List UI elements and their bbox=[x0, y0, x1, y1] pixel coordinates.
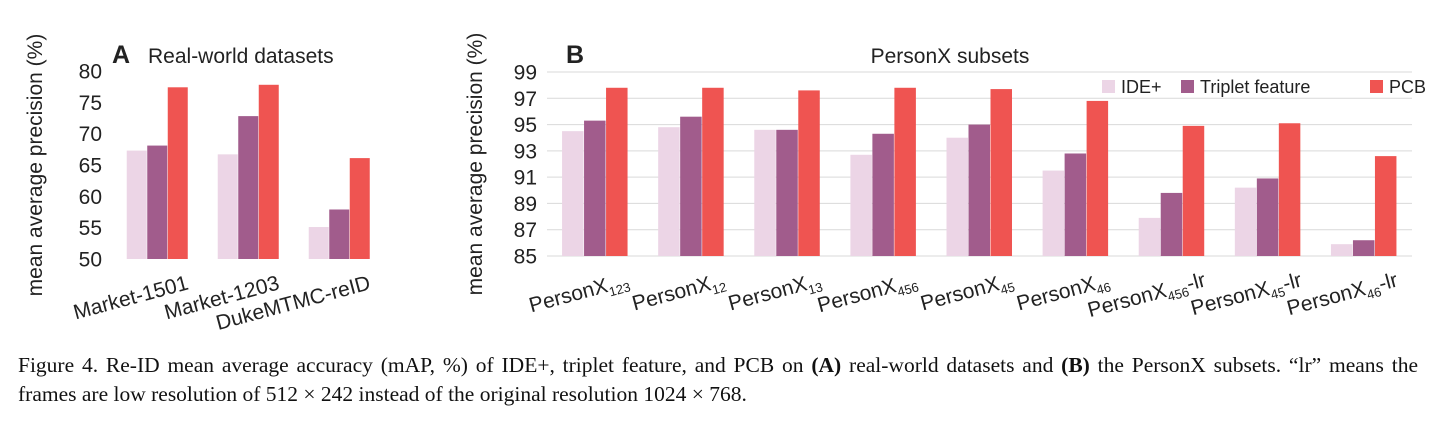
y-axis-label: mean average precision (%) bbox=[24, 34, 47, 297]
bar-triplet-feature-personx123 bbox=[584, 120, 606, 256]
x-tick-label-subscript: 46 bbox=[1365, 284, 1383, 302]
y-tick-label-60: 60 bbox=[79, 186, 102, 209]
y-tick-label-97: 97 bbox=[514, 88, 537, 111]
x-tick-label-personx456: PersonX456 bbox=[815, 269, 920, 321]
x-tick-label-suffix: -lr bbox=[1280, 269, 1304, 296]
legend-swatch-triplet-feature bbox=[1181, 80, 1194, 93]
bar-triplet-feature-market-1501 bbox=[147, 145, 168, 259]
bar-ide-personx13 bbox=[754, 129, 776, 256]
y-tick-label-87: 87 bbox=[514, 219, 537, 242]
legend-label-triplet-feature: Triplet feature bbox=[1200, 77, 1310, 97]
x-tick-label-personx46-lr: PersonX46-lr bbox=[1284, 269, 1401, 324]
y-tick-label-95: 95 bbox=[514, 114, 537, 137]
x-tick-label-base: PersonX bbox=[527, 274, 611, 317]
bar-ide-personx12 bbox=[658, 127, 680, 256]
x-tick-label-suffix: -lr bbox=[1376, 269, 1400, 296]
bar-pcb-market-1501 bbox=[167, 87, 188, 259]
y-axis-label: mean average precision (%) bbox=[464, 33, 487, 296]
y-tick-label-93: 93 bbox=[514, 140, 537, 163]
x-tick-label-personx12: PersonX12 bbox=[630, 269, 729, 319]
y-tick-label-99: 99 bbox=[514, 62, 537, 85]
y-tick-label-91: 91 bbox=[514, 167, 537, 190]
bar-pcb-dukemtmc-reid bbox=[349, 158, 370, 259]
bar-pcb-personx456-lr bbox=[1182, 125, 1205, 256]
caption-rest: the PersonX subsets. “lr” means the fram… bbox=[18, 353, 1418, 406]
x-tick-label-personx13: PersonX13 bbox=[726, 269, 825, 319]
x-tick-label-subscript: 123 bbox=[607, 279, 632, 299]
x-tick-label-subscript: 12 bbox=[710, 279, 728, 297]
x-tick-label-subscript: 456 bbox=[1166, 284, 1191, 304]
bar-triplet-feature-dukemtmc-reid bbox=[329, 209, 350, 259]
bar-ide-market-1203 bbox=[217, 154, 238, 259]
x-tick-label-suffix: -lr bbox=[1184, 269, 1208, 296]
caption-bold-b: (B) bbox=[1061, 353, 1090, 377]
x-tick-label-personx45: PersonX45 bbox=[918, 269, 1017, 319]
bar-triplet-feature-market-1203 bbox=[238, 116, 259, 260]
bar-ide-personx46-lr bbox=[1330, 244, 1353, 256]
x-tick-label-subscript: 13 bbox=[806, 279, 824, 297]
figure-caption: Figure 4. Re-ID mean average accuracy (m… bbox=[18, 351, 1418, 409]
panel-a-chart: 50 55 60 65 70 75 80 mean average precision (%)… bbox=[24, 34, 373, 335]
chart-title-real-world-datasets: Real-world datasets bbox=[148, 45, 334, 68]
x-tick-label-base: PersonX bbox=[815, 274, 899, 317]
caption-prefix: Figure 4. Re-ID mean average accuracy (m… bbox=[18, 353, 812, 377]
chart-title-personx-subsets: PersonX subsets bbox=[871, 45, 1030, 68]
bar-ide-personx456-lr bbox=[1138, 217, 1161, 256]
bar-pcb-personx45-lr bbox=[1278, 123, 1301, 256]
bar-triplet-feature-personx456-lr bbox=[1160, 192, 1183, 256]
bar-triplet-feature-personx13 bbox=[776, 129, 798, 256]
y-tick-label-85: 85 bbox=[514, 246, 537, 269]
y-tick-label-80: 80 bbox=[79, 61, 102, 84]
legend-swatch-ide bbox=[1102, 80, 1115, 93]
bar-triplet-feature-personx45 bbox=[968, 124, 990, 256]
y-tick-label-75: 75 bbox=[79, 92, 102, 115]
bar-triplet-feature-personx45-lr bbox=[1256, 178, 1279, 256]
bar-ide-personx46 bbox=[1042, 170, 1065, 256]
bar-triplet-feature-personx46 bbox=[1064, 153, 1087, 256]
bar-pcb-personx46 bbox=[1086, 100, 1109, 257]
bar-pcb-market-1203 bbox=[258, 84, 279, 259]
legend-label-pcb: PCB bbox=[1389, 77, 1426, 97]
bar-pcb-personx12 bbox=[702, 87, 724, 257]
panel-b-chart: 85 87 89 91 93 95 97 99 mean average precision (… bbox=[464, 33, 1426, 324]
bar-ide-personx123 bbox=[562, 131, 584, 256]
x-tick-label-base: PersonX bbox=[918, 272, 1002, 315]
bar-pcb-personx45 bbox=[990, 89, 1012, 256]
bar-ide-market-1501 bbox=[126, 150, 147, 259]
bar-pcb-personx456 bbox=[894, 87, 916, 257]
caption-mid: real-world datasets and bbox=[841, 353, 1062, 377]
bar-triplet-feature-personx456 bbox=[872, 133, 894, 256]
bar-triplet-feature-personx12 bbox=[680, 116, 702, 256]
x-tick-label-subscript: 46 bbox=[1095, 279, 1113, 297]
panel-letter-a: A bbox=[112, 41, 130, 69]
x-tick-label-subscript: 45 bbox=[999, 279, 1017, 297]
legend-label-ide: IDE+ bbox=[1121, 77, 1162, 97]
legend-swatch-pcb bbox=[1370, 80, 1383, 93]
y-tick-label-50: 50 bbox=[79, 249, 102, 272]
bar-ide-personx45 bbox=[946, 137, 968, 256]
y-tick-label-65: 65 bbox=[79, 155, 102, 178]
y-tick-label-70: 70 bbox=[79, 123, 102, 146]
x-tick-label-personx123: PersonX123 bbox=[527, 269, 632, 321]
panel-letter-b: B bbox=[566, 41, 584, 69]
x-tick-label-subscript: 456 bbox=[896, 279, 921, 299]
bar-triplet-feature-personx46-lr bbox=[1352, 240, 1375, 256]
bar-ide-personx456 bbox=[850, 154, 872, 256]
bar-pcb-personx123 bbox=[606, 87, 628, 257]
y-tick-label-55: 55 bbox=[79, 217, 102, 240]
x-tick-label-personx45-lr: PersonX45-lr bbox=[1188, 269, 1305, 324]
caption-bold-a: (A) bbox=[811, 353, 842, 377]
x-tick-label-base: PersonX bbox=[1014, 272, 1098, 315]
x-tick-label-base: PersonX bbox=[630, 272, 714, 315]
bar-ide-dukemtmc-reid bbox=[308, 227, 329, 259]
bar-pcb-personx46-lr bbox=[1374, 156, 1397, 256]
bar-pcb-personx13 bbox=[798, 90, 820, 257]
bar-ide-personx45-lr bbox=[1234, 187, 1257, 256]
y-tick-label-89: 89 bbox=[514, 193, 537, 216]
figure: 50 55 60 65 70 75 80 mean average precision (%)… bbox=[24, 33, 1426, 335]
x-tick-label-subscript: 45 bbox=[1269, 284, 1287, 302]
x-tick-label-base: PersonX bbox=[726, 272, 810, 315]
